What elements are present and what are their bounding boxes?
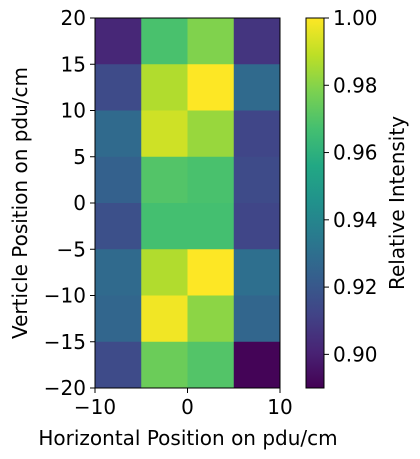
heatmap-cell [233, 18, 281, 65]
colorbar-ticks: 0.90 0.92 0.94 0.96 0.98 1.00 [324, 6, 378, 366]
heatmap-cell [187, 64, 235, 111]
colorbar-tick-label: 0.94 [333, 208, 378, 232]
colorbar-tick-label: 0.90 [333, 342, 378, 366]
heatmap-cell [187, 156, 235, 204]
heatmap-cell [233, 110, 281, 158]
heatmap-cell [141, 295, 188, 343]
heatmap-cell [233, 203, 281, 250]
x-tick-label: 10 [267, 395, 292, 419]
colorbar-frame [305, 17, 325, 389]
heatmap-cell [95, 203, 142, 250]
heatmap-cell [141, 341, 188, 389]
heatmap-cell [233, 156, 281, 204]
colorbar-tick-label: 1.00 [333, 6, 378, 30]
heatmap-cell [187, 110, 235, 158]
heatmap-cell [141, 18, 188, 65]
heatmap-cell [187, 249, 235, 296]
heatmap-cell [187, 341, 235, 389]
colorbar-gradient [306, 18, 324, 388]
y-tick-label: −15 [44, 330, 86, 354]
y-axis: −20 −15 −10 −5 0 5 10 15 20 [44, 6, 95, 400]
heatmap-cell [233, 64, 281, 111]
colorbar: 0.90 0.92 0.94 0.96 0.98 1.00 [305, 6, 378, 389]
colorbar-tick-label: 0.98 [333, 73, 378, 97]
y-tick-label: 15 [61, 52, 86, 76]
x-tick-label: 0 [181, 395, 194, 419]
heatmap-cell [233, 249, 281, 296]
heatmap-cells [95, 18, 281, 389]
heatmap-cell [95, 18, 142, 65]
x-axis-title: Horizontal Position on pdu/cm [38, 426, 337, 450]
heatmap-cell [233, 295, 281, 343]
y-tick-label: −10 [44, 284, 86, 308]
y-tick-label: 10 [61, 99, 86, 123]
heatmap-cell [141, 203, 188, 250]
colorbar-tick-label: 0.92 [333, 275, 378, 299]
heatmap-cell [187, 203, 235, 250]
x-tick-label: −10 [74, 395, 116, 419]
y-axis-title: Verticle Position on pdu/cm [8, 67, 32, 339]
heatmap-cell [95, 249, 142, 296]
heatmap-cell [141, 64, 188, 111]
heatmap-cell [187, 295, 235, 343]
heatmap-cell [187, 18, 235, 65]
heatmap-cell [141, 156, 188, 204]
y-tick-label: 5 [73, 145, 86, 169]
y-tick-label: −20 [44, 376, 86, 400]
x-axis: −10 0 10 [74, 388, 293, 419]
heatmap-cell [141, 249, 188, 296]
heatmap-cell [141, 110, 188, 158]
y-tick-label: −5 [57, 237, 86, 261]
heatmap-cell [95, 341, 142, 389]
y-tick-label: 0 [73, 191, 86, 215]
heatmap-cell [95, 110, 142, 158]
colorbar-tick-label: 0.96 [333, 141, 378, 165]
heatmap-cell [95, 64, 142, 111]
heatmap-cell [95, 295, 142, 343]
colorbar-title: Relative Intensity [385, 116, 409, 290]
heatmap-cell [233, 341, 281, 389]
y-tick-label: 20 [61, 6, 86, 30]
heatmap-cell [95, 156, 142, 204]
